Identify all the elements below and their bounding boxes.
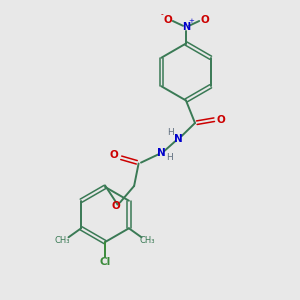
Text: O: O — [163, 15, 172, 25]
Text: +: + — [188, 18, 194, 24]
Text: N: N — [182, 22, 190, 32]
Text: CH₃: CH₃ — [55, 236, 70, 245]
Text: -: - — [160, 11, 164, 20]
Text: H: H — [168, 128, 174, 137]
Text: H: H — [166, 153, 173, 162]
Text: O: O — [110, 150, 119, 160]
Text: O: O — [200, 15, 209, 25]
Text: N: N — [157, 148, 166, 158]
Text: O: O — [112, 201, 121, 211]
Text: O: O — [216, 115, 225, 125]
Text: CH₃: CH₃ — [140, 236, 155, 245]
Text: N: N — [174, 134, 183, 144]
Text: Cl: Cl — [99, 257, 111, 267]
